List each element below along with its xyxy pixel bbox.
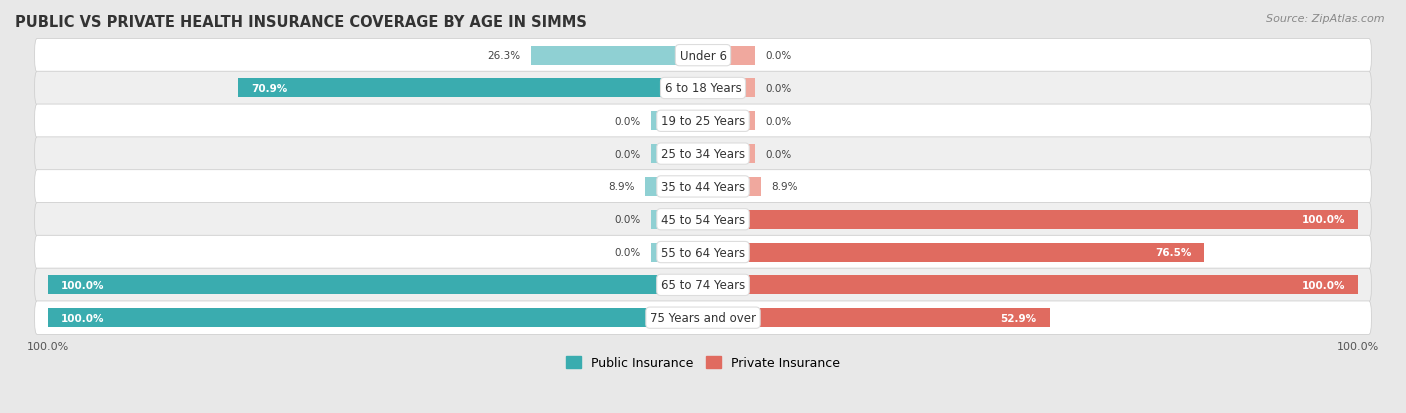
Bar <box>651 112 703 131</box>
Text: 65 to 74 Years: 65 to 74 Years <box>661 279 745 292</box>
Text: 25 to 34 Years: 25 to 34 Years <box>661 148 745 161</box>
Text: 35 to 44 Years: 35 to 44 Years <box>661 180 745 193</box>
Text: 100.0%: 100.0% <box>1302 215 1346 225</box>
Text: 8.9%: 8.9% <box>609 182 636 192</box>
Text: 45 to 54 Years: 45 to 54 Years <box>661 213 745 226</box>
FancyBboxPatch shape <box>35 138 1371 171</box>
FancyBboxPatch shape <box>35 72 1371 105</box>
Text: 0.0%: 0.0% <box>614 247 641 257</box>
Bar <box>703 178 761 197</box>
Text: 6 to 18 Years: 6 to 18 Years <box>665 82 741 95</box>
FancyBboxPatch shape <box>35 203 1371 236</box>
Bar <box>645 178 703 197</box>
Text: 0.0%: 0.0% <box>614 116 641 126</box>
Bar <box>48 309 703 328</box>
Text: 8.9%: 8.9% <box>770 182 797 192</box>
FancyBboxPatch shape <box>35 301 1371 335</box>
Bar <box>703 243 1205 262</box>
Text: 0.0%: 0.0% <box>614 149 641 159</box>
Bar <box>530 47 703 66</box>
Bar <box>651 243 703 262</box>
Text: 0.0%: 0.0% <box>765 84 792 94</box>
Bar <box>651 210 703 229</box>
Text: 0.0%: 0.0% <box>765 116 792 126</box>
Bar <box>703 276 1358 294</box>
Text: 100.0%: 100.0% <box>60 280 104 290</box>
Text: 76.5%: 76.5% <box>1154 247 1191 257</box>
Text: 0.0%: 0.0% <box>765 51 792 61</box>
Bar <box>703 47 755 66</box>
Text: 0.0%: 0.0% <box>765 149 792 159</box>
Bar <box>703 79 755 98</box>
Text: 52.9%: 52.9% <box>1001 313 1036 323</box>
FancyBboxPatch shape <box>35 170 1371 204</box>
Text: 0.0%: 0.0% <box>614 215 641 225</box>
Text: PUBLIC VS PRIVATE HEALTH INSURANCE COVERAGE BY AGE IN SIMMS: PUBLIC VS PRIVATE HEALTH INSURANCE COVER… <box>15 15 586 30</box>
Text: 75 Years and over: 75 Years and over <box>650 311 756 324</box>
Bar <box>703 210 1358 229</box>
Bar <box>48 276 703 294</box>
FancyBboxPatch shape <box>35 105 1371 138</box>
Text: 70.9%: 70.9% <box>252 84 288 94</box>
Bar <box>239 79 703 98</box>
FancyBboxPatch shape <box>35 268 1371 302</box>
FancyBboxPatch shape <box>35 39 1371 73</box>
Text: 100.0%: 100.0% <box>60 313 104 323</box>
Bar <box>703 112 755 131</box>
Text: Under 6: Under 6 <box>679 50 727 62</box>
Text: 26.3%: 26.3% <box>488 51 520 61</box>
Bar <box>703 309 1050 328</box>
Text: 19 to 25 Years: 19 to 25 Years <box>661 115 745 128</box>
Legend: Public Insurance, Private Insurance: Public Insurance, Private Insurance <box>561 351 845 374</box>
Text: 100.0%: 100.0% <box>1302 280 1346 290</box>
FancyBboxPatch shape <box>35 236 1371 269</box>
Bar <box>651 145 703 164</box>
Text: 55 to 64 Years: 55 to 64 Years <box>661 246 745 259</box>
Bar <box>703 145 755 164</box>
Text: Source: ZipAtlas.com: Source: ZipAtlas.com <box>1267 14 1385 24</box>
